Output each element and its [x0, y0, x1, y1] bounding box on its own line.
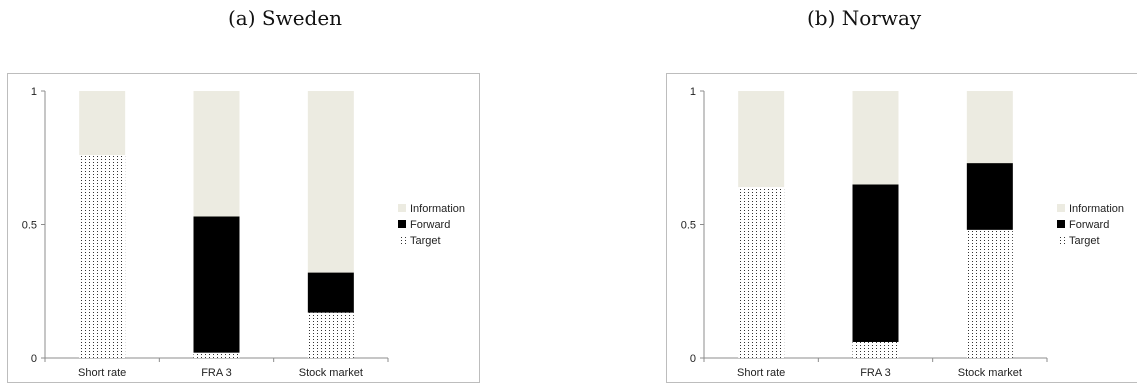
y-tick-label: 1	[690, 86, 696, 98]
legend-label-target: Target	[410, 235, 441, 247]
chart-caption-norway: (b) Norway	[807, 6, 922, 30]
legend-swatch-target	[398, 236, 406, 244]
x-tick-label: Short rate	[78, 367, 126, 379]
legend-swatch-forward	[398, 220, 406, 228]
bar-segment-information-short-rate	[738, 91, 785, 188]
legend-label-forward: Forward	[410, 219, 450, 231]
legend-swatch-information	[1057, 204, 1065, 212]
legend-swatch-forward	[1057, 220, 1065, 228]
chart-panel-sweden: 0 0.5 1 Short rate FRA 3 Stock market Informat…	[7, 73, 480, 383]
bar-segment-forward-fra-3	[852, 184, 899, 342]
y-tick-label: 1	[31, 86, 37, 98]
x-tick-label: FRA 3	[201, 367, 232, 379]
bar-segment-target-short-rate	[738, 187, 785, 358]
x-tick-label: FRA 3	[860, 367, 891, 379]
bar-segment-target-stock-market	[966, 229, 1013, 358]
chart-svg-sweden: 0 0.5 1 Short rate FRA 3 Stock market Informat…	[22, 86, 465, 379]
legend-swatch-target	[1057, 236, 1065, 244]
legend-label-information: Information	[1069, 203, 1124, 215]
bar-segment-information-stock-market	[307, 91, 354, 273]
x-tick-label: Short rate	[737, 367, 785, 379]
chart-panel-norway: 0 0.5 1 Short rate FRA 3 Stock market Informat…	[666, 73, 1137, 383]
y-tick-label: 0.5	[681, 220, 696, 232]
bar-segment-target-stock-market	[307, 312, 354, 358]
legend-label-information: Information	[410, 203, 465, 215]
chart-caption-sweden: (a) Sweden	[228, 6, 343, 30]
legend-swatch-information	[398, 204, 406, 212]
bar-segment-information-fra-3	[193, 91, 240, 217]
bar-segment-target-fra-3	[193, 352, 240, 358]
y-tick-label: 0.5	[22, 220, 37, 232]
legend-label-forward: Forward	[1069, 219, 1109, 231]
chart-svg-norway: 0 0.5 1 Short rate FRA 3 Stock market Informat…	[681, 86, 1124, 379]
x-tick-label: Stock market	[299, 367, 363, 379]
y-tick-label: 0	[31, 353, 37, 365]
bar-segment-forward-stock-market	[307, 272, 354, 313]
bar-segment-information-stock-market	[966, 91, 1013, 164]
bar-segment-forward-stock-market	[966, 163, 1013, 230]
y-tick-label: 0	[690, 353, 696, 365]
legend-label-target: Target	[1069, 235, 1100, 247]
bar-segment-information-fra-3	[852, 91, 899, 185]
bar-segment-forward-fra-3	[193, 216, 240, 353]
bar-segment-information-short-rate	[79, 91, 126, 156]
bar-segment-target-fra-3	[852, 341, 899, 358]
x-tick-label: Stock market	[958, 367, 1022, 379]
bar-segment-target-short-rate	[79, 155, 126, 358]
